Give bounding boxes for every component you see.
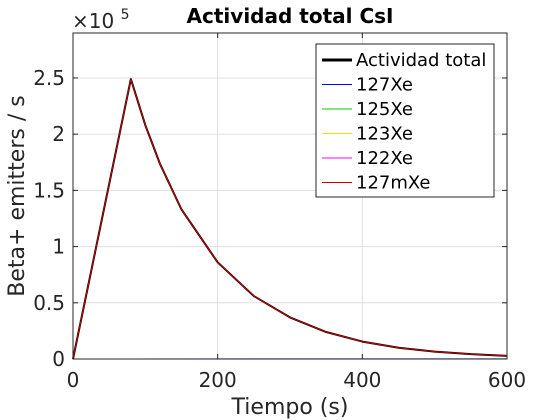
legend-label-122xe: 122Xe [356,148,413,169]
tick-labels: 0 200 400 600 0 0.5 1 1.5 2 2.5 [33,66,526,392]
x-tick-label: 600 [488,368,526,392]
y-tick-label: 1.5 [33,178,65,202]
legend-label-127mxe: 127mXe [356,173,431,194]
y-tick-label: 2.5 [33,66,65,90]
legend-label-127xe: 127Xe [356,75,413,96]
y-tick-label: 0 [52,347,65,371]
legend-box [315,43,495,198]
x-axis-label: Tiempo (s) [231,395,349,420]
y-tick-label: 2 [52,122,65,146]
y-multiplier-exp: 5 [121,7,130,23]
legend-label-123xe: 123Xe [356,124,413,145]
plot-frame [72,32,508,360]
y-multiplier-base: ×10 [72,9,114,33]
x-tick-label: 400 [343,368,381,392]
y-axis-label: Beta+ emitters / s [5,95,30,296]
y-tick-label: 1 [52,235,65,259]
ticks [72,33,508,360]
x-tick-label: 0 [67,368,80,392]
y-multiplier: ×10 5 [72,7,130,33]
x-tick-label: 200 [199,368,237,392]
chart-title: Actividad total CsI [187,4,394,28]
series-line-127mxe [72,78,508,360]
legend-label-125xe: 125Xe [356,99,413,120]
legend-label-actividad-total: Actividad total [356,50,486,71]
y-tick-label: 0.5 [33,291,65,315]
legend: Actividad total 127Xe 125Xe 123Xe 122Xe 127mX… [315,43,495,198]
